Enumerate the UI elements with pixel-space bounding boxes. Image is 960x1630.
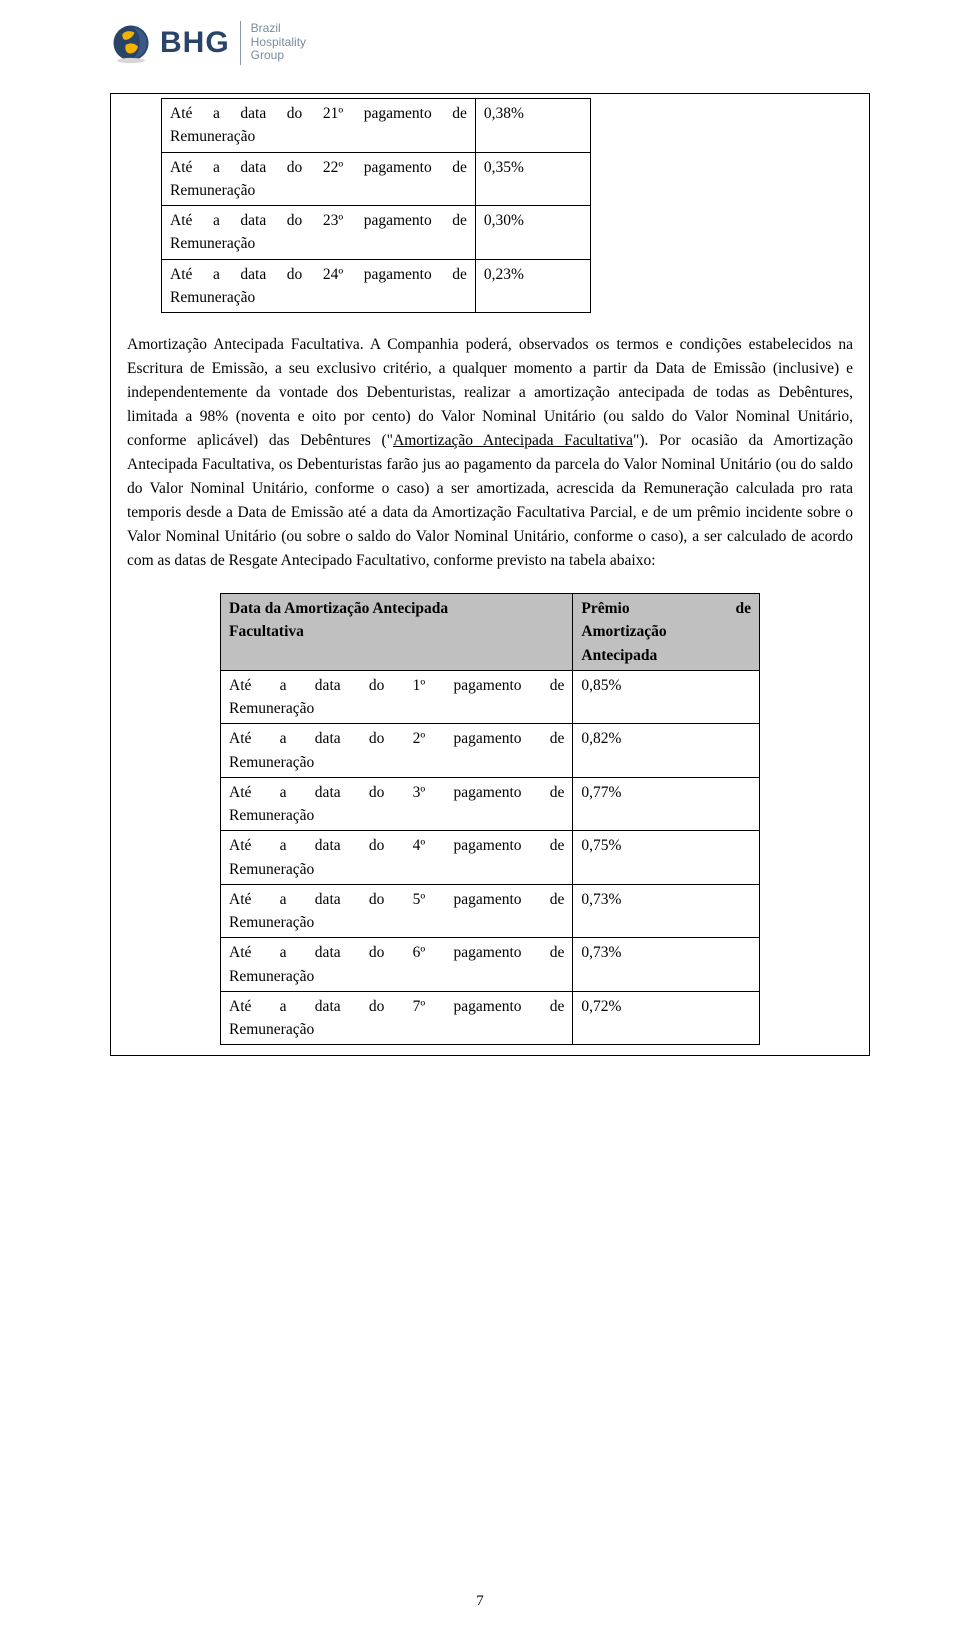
header-right-w1: Prêmio: [581, 597, 629, 620]
row-label-l1: Até a data do 24º pagamento de: [170, 263, 467, 286]
table-row: Até a data do 23º pagamento deRemuneraçã…: [162, 206, 591, 260]
row-label: Até a data do 7º pagamento deRemuneração: [221, 991, 573, 1045]
header-right: Prêmio de Amortização Antecipada: [573, 594, 760, 671]
row-label-l2: Remuneração: [229, 804, 564, 827]
table-row: Até a data do 3º pagamento deRemuneração…: [221, 777, 760, 831]
para-underlined: Amortização Antecipada Facultativa: [393, 432, 633, 449]
row-value: 0,85%: [573, 670, 760, 724]
document-page: BHG Brazil Hospitality Group Até a data …: [0, 0, 960, 1630]
header-left: Data da Amortização Antecipada Facultati…: [221, 594, 573, 671]
header-left-l1: Data da Amortização Antecipada: [229, 597, 564, 620]
row-label-l1: Até a data do 22º pagamento de: [170, 156, 467, 179]
para-lead: Amortização Antecipada Facultativa: [127, 336, 360, 353]
logo-acronym: BHG: [158, 20, 230, 65]
logo-sub-line1: Brazil: [251, 22, 306, 36]
row-label: Até a data do 4º pagamento deRemuneração: [221, 831, 573, 885]
row-value: 0,35%: [475, 152, 590, 206]
header-right-l1: Prêmio de: [581, 597, 751, 620]
content-box: Até a data do 21º pagamento deRemuneraçã…: [110, 93, 870, 1056]
row-label: Até a data do 6º pagamento deRemuneração: [221, 938, 573, 992]
row-label-l2: Remuneração: [170, 232, 467, 255]
table-row: Até a data do 7º pagamento deRemuneração…: [221, 991, 760, 1045]
row-label-l2: Remuneração: [170, 179, 467, 202]
header-right-l3: Antecipada: [581, 644, 751, 667]
table-row: Até a data do 1º pagamento deRemuneração…: [221, 670, 760, 724]
row-label-l1: Até a data do 5º pagamento de: [229, 888, 564, 911]
row-value: 0,38%: [475, 99, 590, 153]
row-value: 0,30%: [475, 206, 590, 260]
row-label-l2: Remuneração: [229, 1018, 564, 1041]
row-label-l1: Até a data do 23º pagamento de: [170, 209, 467, 232]
table-header-row: Data da Amortização Antecipada Facultati…: [221, 594, 760, 671]
row-label-l1: Até a data do 3º pagamento de: [229, 781, 564, 804]
row-value: 0,75%: [573, 831, 760, 885]
row-value: 0,82%: [573, 724, 760, 778]
row-label-l1: Até a data do 1º pagamento de: [229, 674, 564, 697]
row-label-l2: Remuneração: [229, 965, 564, 988]
row-value: 0,77%: [573, 777, 760, 831]
row-label-l1: Até a data do 4º pagamento de: [229, 834, 564, 857]
row-value: 0,72%: [573, 991, 760, 1045]
table-row: Até a data do 4º pagamento deRemuneração…: [221, 831, 760, 885]
header-right-w2: de: [736, 597, 752, 620]
row-label: Até a data do 2º pagamento deRemuneração: [221, 724, 573, 778]
bottom-table: Data da Amortização Antecipada Facultati…: [220, 593, 760, 1045]
row-label-l1: Até a data do 2º pagamento de: [229, 727, 564, 750]
row-label-l2: Remuneração: [229, 751, 564, 774]
row-label-l2: Remuneração: [170, 286, 467, 309]
table-row: Até a data do 2º pagamento deRemuneração…: [221, 724, 760, 778]
table-row: Até a data do 22º pagamento deRemuneraçã…: [162, 152, 591, 206]
table-row: Até a data do 24º pagamento deRemuneraçã…: [162, 259, 591, 313]
row-label: Até a data do 3º pagamento deRemuneração: [221, 777, 573, 831]
row-label-l1: Até a data do 21º pagamento de: [170, 102, 467, 125]
logo-subtitle: Brazil Hospitality Group: [251, 22, 306, 63]
table-row: Até a data do 6º pagamento deRemuneração…: [221, 938, 760, 992]
row-label: Até a data do 24º pagamento deRemuneraçã…: [162, 259, 476, 313]
header-right-l2: Amortização: [581, 620, 751, 643]
row-label: Até a data do 21º pagamento deRemuneraçã…: [162, 99, 476, 153]
content-inner: Até a data do 21º pagamento deRemuneraçã…: [111, 94, 869, 1055]
row-label: Até a data do 22º pagamento deRemuneraçã…: [162, 152, 476, 206]
logo-divider: [240, 21, 241, 65]
para-after-underline: "). Por ocasião da Amortização Antecipad…: [127, 432, 853, 569]
globe-icon: [110, 22, 152, 64]
body-paragraph: Amortização Antecipada Facultativa. A Co…: [127, 333, 853, 573]
row-label: Até a data do 5º pagamento deRemuneração: [221, 884, 573, 938]
logo-sub-line3: Group: [251, 49, 306, 63]
page-number: 7: [0, 1590, 960, 1613]
row-value: 0,73%: [573, 938, 760, 992]
logo-sub-line2: Hospitality: [251, 36, 306, 50]
row-label: Até a data do 23º pagamento deRemuneraçã…: [162, 206, 476, 260]
top-table: Até a data do 21º pagamento deRemuneraçã…: [161, 98, 591, 313]
row-value: 0,73%: [573, 884, 760, 938]
row-label-l2: Remuneração: [170, 125, 467, 148]
header-left-l2: Facultativa: [229, 620, 564, 643]
row-label: Até a data do 1º pagamento deRemuneração: [221, 670, 573, 724]
row-label-l2: Remuneração: [229, 697, 564, 720]
table-row: Até a data do 21º pagamento deRemuneraçã…: [162, 99, 591, 153]
logo: BHG Brazil Hospitality Group: [110, 20, 870, 65]
row-label-l1: Até a data do 6º pagamento de: [229, 941, 564, 964]
row-label-l2: Remuneração: [229, 858, 564, 881]
row-value: 0,23%: [475, 259, 590, 313]
row-label-l1: Até a data do 7º pagamento de: [229, 995, 564, 1018]
table-row: Até a data do 5º pagamento deRemuneração…: [221, 884, 760, 938]
row-label-l2: Remuneração: [229, 911, 564, 934]
